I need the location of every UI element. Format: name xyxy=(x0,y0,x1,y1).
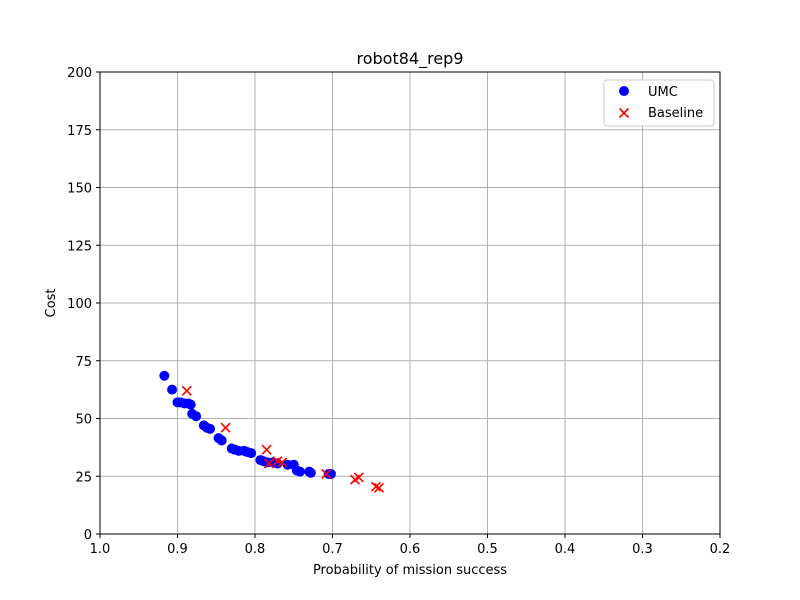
scatter-points xyxy=(159,370,385,493)
baseline-point xyxy=(373,482,385,493)
umc-point xyxy=(325,468,336,479)
umc-point xyxy=(191,411,202,422)
x-tick-label: 0.5 xyxy=(477,542,498,557)
x-axis-label: Probability of mission success xyxy=(313,563,507,578)
x-tick-label: 0.2 xyxy=(710,542,731,557)
y-tick-label: 0 xyxy=(84,528,92,543)
baseline-point xyxy=(353,472,364,483)
umc-point xyxy=(294,466,305,477)
baseline-point xyxy=(370,481,381,492)
baseline-point xyxy=(220,422,231,433)
umc-point xyxy=(167,384,178,395)
umc-point xyxy=(205,423,216,434)
x-tick-label: 0.3 xyxy=(632,542,653,557)
x-tick-label: 0.9 xyxy=(167,542,188,557)
x-tick-label: 0.7 xyxy=(322,542,343,557)
x-tick-label: 1.0 xyxy=(90,542,111,557)
baseline-point xyxy=(321,468,332,480)
x-tick-label: 0.6 xyxy=(400,542,421,557)
legend-box xyxy=(603,79,715,127)
x-tick-label: 0.8 xyxy=(245,542,266,557)
legend-baseline-label: Baseline xyxy=(648,106,703,121)
legend-umc-marker xyxy=(619,86,629,96)
baseline-point xyxy=(277,457,288,468)
y-tick-label: 50 xyxy=(75,413,92,428)
y-tick-label: 200 xyxy=(67,66,92,81)
umc-point xyxy=(246,448,257,459)
chart-title: robot84_rep9 xyxy=(357,49,464,69)
baseline-point xyxy=(181,385,192,396)
y-tick-label: 25 xyxy=(75,470,92,485)
umc-point xyxy=(305,467,316,478)
y-tick-label: 100 xyxy=(67,297,92,312)
legend-baseline-marker xyxy=(618,107,630,119)
y-tick-label: 175 xyxy=(67,124,92,139)
x-tick-label: 0.4 xyxy=(555,542,576,557)
umc-point xyxy=(159,370,170,381)
axis-ticks: 1.0 0.9 0.8 0.7 0.6 0.5 0.4 0.3 0.2 0 25 50 75 100 125… xyxy=(67,66,730,557)
umc-point xyxy=(185,399,196,410)
y-tick-label: 150 xyxy=(67,182,92,197)
y-tick-label: 125 xyxy=(67,239,92,254)
baseline-point xyxy=(261,444,272,455)
baseline-point xyxy=(263,458,275,469)
umc-point xyxy=(216,435,227,446)
y-tick-label: 75 xyxy=(75,355,92,370)
grid xyxy=(99,71,721,535)
y-axis-label: Cost xyxy=(44,289,59,318)
legend-umc-label: UMC xyxy=(648,85,678,100)
legend: UMC Baseline xyxy=(603,79,715,127)
